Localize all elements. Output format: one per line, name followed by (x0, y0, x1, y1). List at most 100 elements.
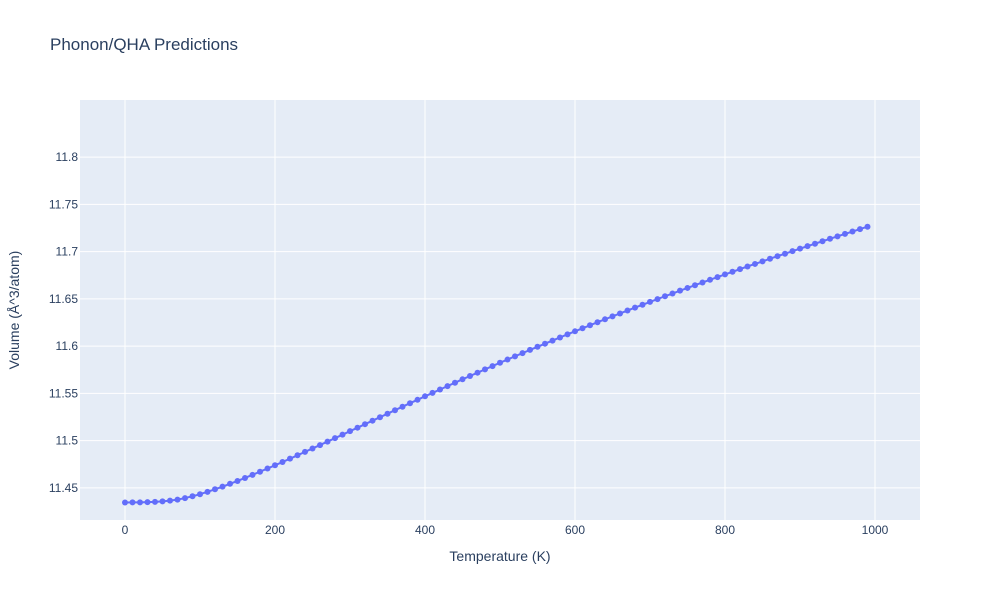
data-point (797, 245, 803, 252)
data-point (309, 445, 316, 452)
data-point (542, 340, 548, 347)
data-point (654, 296, 661, 303)
y-tick-label: 11.5 (56, 434, 79, 448)
data-point (249, 471, 256, 478)
data-point (617, 310, 623, 317)
data-point (639, 301, 646, 308)
data-point (504, 356, 511, 363)
data-point (827, 235, 833, 242)
data-point (602, 316, 608, 323)
data-point (197, 491, 203, 498)
data-point (189, 493, 196, 500)
data-point (212, 486, 218, 493)
data-point (767, 255, 773, 262)
data-point (804, 243, 811, 250)
x-axis-title: Temperature (K) (449, 548, 550, 564)
data-point (812, 240, 818, 247)
data-point (122, 499, 128, 506)
data-point (129, 499, 136, 506)
data-point (714, 274, 721, 281)
data-point (242, 474, 248, 481)
y-tick-label: 11.6 (56, 339, 79, 353)
data-point (159, 498, 166, 505)
data-point (677, 287, 683, 294)
data-point (227, 480, 233, 487)
data-point (437, 386, 443, 393)
data-point (572, 328, 578, 335)
grid (80, 100, 920, 520)
y-tick-label: 11.7 (56, 245, 79, 259)
data-point (219, 483, 226, 490)
data-point (759, 258, 766, 265)
data-point (789, 248, 796, 255)
data-point (662, 293, 668, 300)
x-tick-label: 0 (122, 523, 129, 537)
data-point (564, 331, 571, 338)
data-point (684, 284, 691, 291)
data-point (534, 343, 541, 350)
data-point (587, 322, 593, 329)
data-point (287, 455, 293, 462)
data-point (497, 359, 503, 366)
data-point (392, 407, 398, 414)
series-layer (122, 223, 871, 506)
data-point (152, 498, 158, 505)
data-point (167, 497, 173, 504)
data-point (234, 477, 241, 484)
data-point (699, 279, 706, 286)
data-point (609, 313, 616, 320)
data-point (332, 435, 338, 442)
data-point (774, 253, 781, 260)
data-point (707, 276, 713, 283)
data-point (384, 410, 391, 417)
data-point (557, 334, 563, 341)
data-point (377, 414, 383, 421)
data-point (527, 346, 533, 353)
data-point (482, 366, 488, 373)
data-point (399, 403, 406, 410)
data-point (144, 499, 151, 506)
data-point (347, 428, 353, 435)
data-point (692, 282, 698, 289)
data-point (519, 350, 526, 357)
data-point (174, 496, 181, 503)
x-tick-label: 800 (715, 523, 735, 537)
data-point (624, 307, 631, 314)
data-point (579, 325, 586, 332)
data-point (414, 396, 421, 403)
data-point (819, 238, 826, 245)
y-axis-title: Volume (Å^3/atom) (6, 251, 22, 370)
plot-area (80, 100, 920, 520)
data-point (512, 353, 518, 360)
data-point (354, 424, 361, 431)
data-point (324, 438, 331, 445)
data-point (317, 442, 323, 449)
data-point (182, 495, 188, 502)
data-point (257, 468, 263, 475)
data-point (467, 373, 473, 379)
data-point (407, 400, 413, 407)
data-point (452, 379, 458, 386)
data-point (729, 268, 736, 275)
data-point (752, 260, 758, 267)
data-point (864, 223, 871, 230)
data-point (489, 363, 496, 370)
data-point (422, 393, 428, 400)
chart-title: Phonon/QHA Predictions (50, 35, 238, 54)
data-point (204, 488, 211, 495)
data-point (279, 458, 286, 465)
data-point (842, 230, 848, 237)
data-point (459, 376, 466, 383)
data-point (782, 250, 788, 257)
data-point (647, 298, 653, 305)
y-tick-labels: 11.45 11.5 11.55 11.6 11.65 11.7 11.75 11.8 (49, 150, 78, 495)
data-point (369, 417, 376, 424)
data-point (737, 266, 743, 273)
data-point (444, 383, 451, 390)
data-point (362, 421, 368, 428)
data-point (857, 226, 863, 233)
x-tick-label: 1000 (862, 523, 889, 537)
data-point (339, 431, 346, 438)
y-tick-label: 11.55 (49, 386, 78, 400)
